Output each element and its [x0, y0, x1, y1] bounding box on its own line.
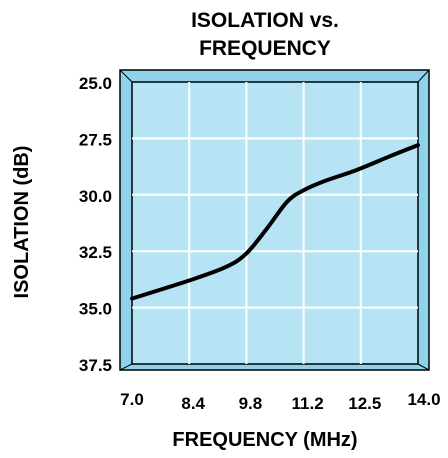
y-tick-label: 32.5 [79, 243, 112, 262]
frame-bevel-bl [119, 363, 133, 371]
y-tick-label: 35.0 [79, 300, 112, 319]
y-tick-label: 37.5 [79, 356, 112, 375]
y-tick-label: 25.0 [79, 74, 112, 93]
x-tick-label: 9.8 [239, 394, 263, 413]
y-axis-label: ISOLATION (dB) [11, 146, 33, 299]
y-tick-label: 30.0 [79, 187, 112, 206]
grid [132, 82, 418, 364]
x-tick-label: 8.4 [181, 394, 205, 413]
x-tick-label: 14.0 [407, 390, 440, 409]
chart-title-line-2: FREQUENCY [199, 37, 331, 60]
x-tick-labels: 7.0 8.4 9.8 11.2 12.5 14.0 [120, 390, 440, 413]
plot-area [131, 81, 419, 365]
y-tick-labels: 25.0 27.5 30.0 32.5 35.0 37.5 [79, 74, 112, 375]
x-tick-label: 12.5 [348, 394, 381, 413]
frame-bevel-tr [417, 69, 430, 83]
x-tick-label: 11.2 [292, 394, 324, 413]
x-tick-label: 7.0 [120, 390, 144, 409]
y-tick-label: 27.5 [79, 130, 112, 149]
series-group [130, 143, 420, 301]
frame-bevel-tl [119, 69, 133, 83]
series-line [130, 143, 420, 301]
x-axis-label: FREQUENCY (MHz) [172, 429, 357, 451]
chart-title-line-1: ISOLATION vs. [191, 9, 339, 32]
frame-bevel-br [417, 363, 430, 371]
